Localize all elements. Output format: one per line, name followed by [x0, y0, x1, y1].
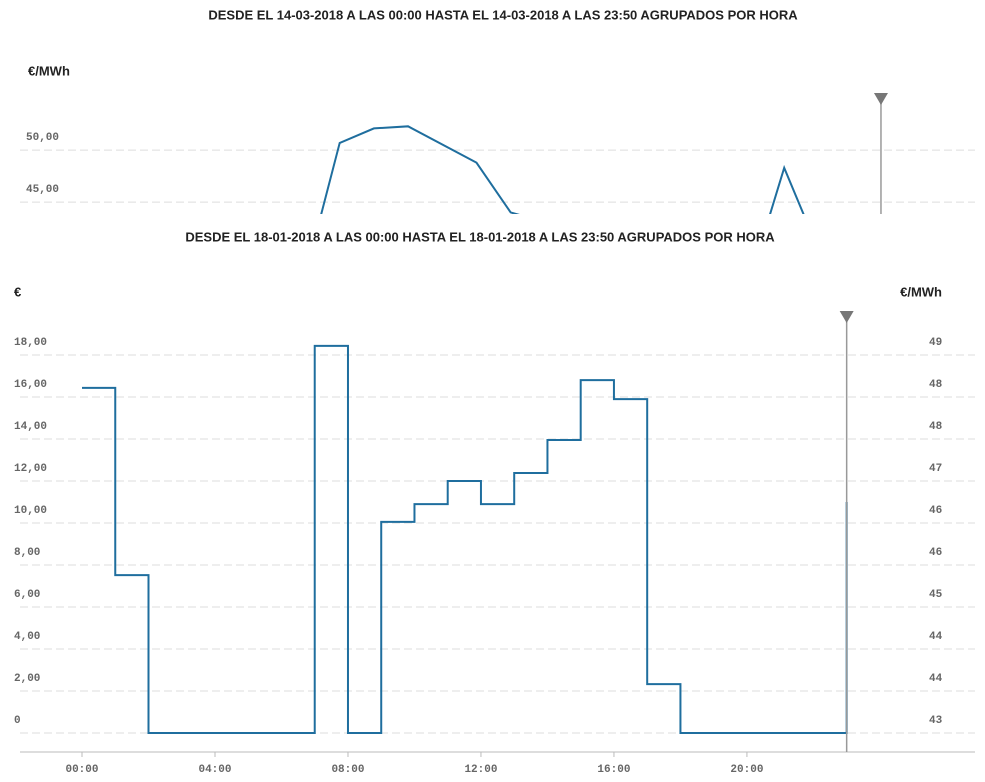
x-tick-label: 20:00 — [730, 764, 763, 776]
data-line — [320, 125, 805, 214]
y-tick-label: 4,00 — [14, 631, 40, 643]
y-tick-label: 12,00 — [14, 463, 47, 475]
y2-axis-label: €/MWh — [900, 284, 942, 299]
x-tick-label: 04:00 — [198, 764, 231, 776]
y-tick-label: 8,00 — [14, 547, 40, 559]
y-tick-label: 6,00 — [14, 589, 40, 601]
x-tick-label: 16:00 — [597, 764, 630, 776]
y2-tick-label: 46 — [929, 547, 942, 559]
y2-tick-label: 44 — [929, 673, 943, 685]
y-axis-label: €/MWh — [28, 63, 70, 78]
marker-triangle — [873, 93, 888, 105]
y2-tick-label: 44 — [929, 631, 943, 643]
y-tick-label: 18,00 — [14, 337, 47, 349]
y-tick-label: 2,00 — [14, 673, 40, 685]
y-tick-label: 10,00 — [14, 505, 47, 517]
y-tick-label: 0 — [14, 715, 21, 727]
y-tick-label: 45,00 — [26, 184, 59, 196]
y2-tick-label: 48 — [929, 379, 943, 391]
y2-tick-label: 46 — [929, 505, 942, 517]
plot — [320, 125, 805, 214]
y-tick-label: 16,00 — [14, 379, 47, 391]
y-tick-label: 50,00 — [26, 132, 59, 144]
y-tick-label: 14,00 — [14, 421, 47, 433]
y2-tick-label: 47 — [929, 463, 942, 475]
data-line — [82, 344, 848, 734]
chart-title: DESDE EL 18-01-2018 A LAS 00:00 HASTA EL… — [185, 229, 775, 244]
plot — [82, 344, 848, 734]
x-tick-label: 12:00 — [464, 764, 497, 776]
y2-tick-label: 43 — [929, 715, 943, 727]
y2-tick-label: 45 — [929, 589, 943, 601]
y2-tick-label: 48 — [929, 421, 943, 433]
x-tick-label: 00:00 — [65, 764, 98, 776]
chart-title: DESDE EL 14-03-2018 A LAS 00:00 HASTA EL… — [208, 7, 798, 22]
x-tick-label: 08:00 — [331, 764, 364, 776]
y-axis-label: € — [14, 284, 21, 299]
y2-tick-label: 49 — [929, 337, 942, 349]
marker-triangle — [839, 311, 854, 323]
